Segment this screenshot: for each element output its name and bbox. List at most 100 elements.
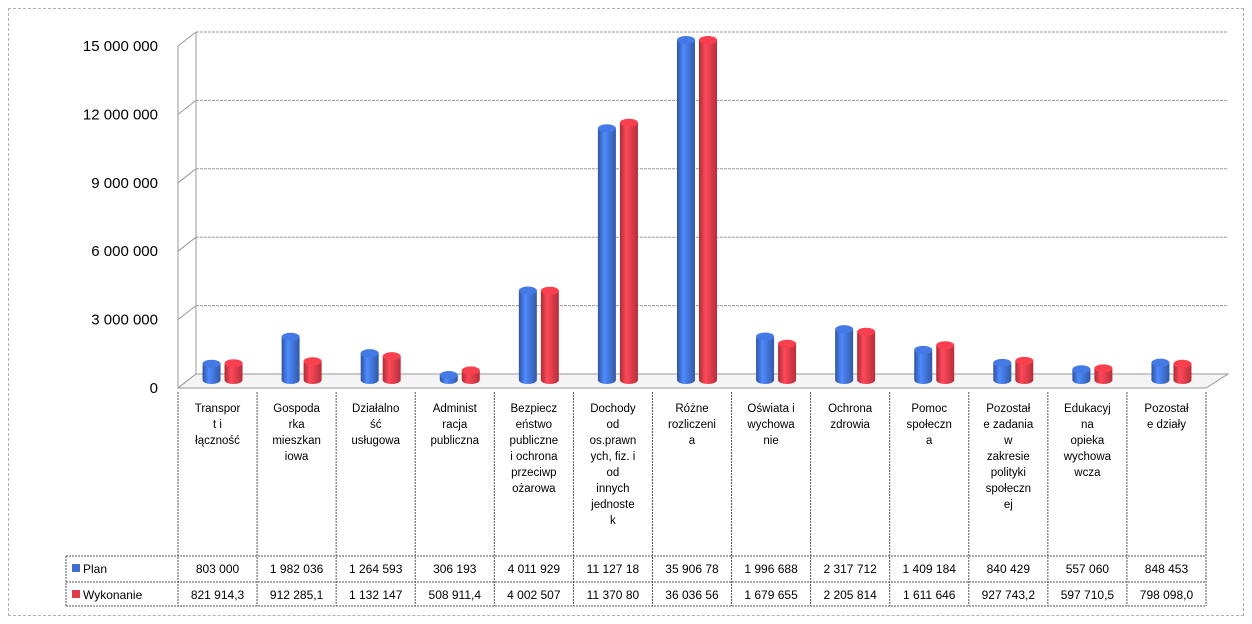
- gridline-side: [177, 236, 197, 252]
- category-label: przeciwp: [511, 467, 556, 479]
- table-value: 803 000: [196, 562, 240, 576]
- bar-wykonanie: [224, 359, 243, 384]
- table-value: 1 132 147: [349, 588, 403, 602]
- table-value: 1 996 688: [744, 562, 798, 576]
- category-label: Transpor: [195, 403, 241, 415]
- category-label: Pozostał: [1144, 403, 1189, 415]
- category-label: publiczne: [510, 435, 559, 447]
- table-value: 840 429: [987, 562, 1031, 576]
- bar-plan: [677, 36, 695, 384]
- table-value: 35 906 78: [665, 562, 719, 576]
- bar-wykonanie: [936, 341, 955, 384]
- table-value: 1 679 655: [744, 588, 798, 602]
- bar-plan: [1072, 365, 1091, 384]
- category-label: łączność: [195, 435, 240, 447]
- gridline-side: [177, 305, 197, 320]
- table-value: 2 205 814: [823, 588, 877, 602]
- table-value: 1 409 184: [903, 562, 957, 576]
- category-label: t i: [213, 419, 222, 431]
- category-label: Oświata i: [747, 403, 794, 415]
- bar-plan: [518, 286, 537, 384]
- category-label: i ochrona: [510, 451, 558, 463]
- table-value: 1 611 646: [903, 588, 956, 602]
- category-label: Gospoda: [273, 403, 320, 415]
- table-value: 848 453: [1145, 562, 1189, 576]
- table-value: 306 193: [433, 562, 477, 576]
- bar-wykonanie: [1015, 356, 1034, 384]
- category-label: społeczn: [907, 419, 952, 431]
- category-label: opieka: [1070, 435, 1104, 447]
- gridline-side: [177, 31, 197, 47]
- bar-wykonanie: [778, 339, 797, 384]
- y-tick-label: 9 000 000: [91, 175, 158, 192]
- y-axis: 0 3 000 000 6 000 000 9 000 000 12 000 000 15…: [83, 38, 158, 397]
- category-label: e działy: [1147, 419, 1186, 431]
- category-label: Bezpiecz: [511, 403, 558, 415]
- table-value: 508 911,4: [429, 588, 482, 602]
- table-value: 4 002 507: [507, 588, 561, 602]
- category-label: społeczn: [986, 483, 1031, 495]
- table-value: 11 370 80: [587, 588, 640, 602]
- category-label: wychowa: [746, 419, 795, 431]
- y-tick-label: 0: [150, 380, 158, 397]
- category-label: eństwo: [516, 419, 552, 431]
- category-label: ej: [1004, 499, 1013, 511]
- bar-wykonanie: [857, 327, 876, 384]
- category-label: ożarowa: [512, 483, 556, 495]
- category-label: rozliczeni: [668, 419, 716, 431]
- category-label: od: [607, 467, 620, 479]
- gridlines: [177, 31, 1228, 389]
- category-label: Działalno: [352, 403, 399, 415]
- category-label: ść: [370, 419, 382, 431]
- table-value: 927 743,2: [982, 588, 1036, 602]
- bar-plan: [439, 371, 458, 384]
- bar-wykonanie: [699, 36, 717, 384]
- category-label: racja: [442, 419, 468, 431]
- table-value: 821 914,3: [191, 588, 245, 602]
- category-label: rka: [289, 419, 306, 431]
- category-label: iowa: [285, 451, 309, 463]
- table-value: 557 060: [1066, 562, 1110, 576]
- bar-plan: [597, 124, 616, 384]
- category-label: mieszkan: [272, 435, 321, 447]
- legend-key-plan: [72, 564, 80, 572]
- bar-wykonanie: [619, 118, 638, 384]
- bar-wykonanie: [382, 352, 401, 384]
- table-value: 1 982 036: [270, 562, 324, 576]
- bar-plan: [281, 332, 300, 384]
- legend-label-wykonanie: Wykonanie: [83, 588, 143, 602]
- bars: [202, 36, 1192, 384]
- category-label: od: [607, 419, 620, 431]
- bar-plan: [835, 325, 854, 384]
- gridline-side: [177, 100, 197, 115]
- category-label: wcza: [1073, 467, 1101, 479]
- category-label: Dochody: [590, 403, 636, 415]
- bar-plan: [756, 332, 775, 384]
- category-label: k: [610, 515, 616, 527]
- table-value: 1 264 593: [349, 562, 403, 576]
- gridline-side: [177, 168, 197, 184]
- category-label: a: [689, 435, 696, 447]
- table-value: 11 127 18: [587, 562, 640, 576]
- category-label: zakresie: [987, 451, 1030, 463]
- table-value: 2 317 712: [823, 562, 877, 576]
- legend-label-plan: Plan: [83, 562, 107, 576]
- category-label: Ochrona: [828, 403, 873, 415]
- y-tick-label: 12 000 000: [83, 106, 158, 123]
- category-label: Edukacyj: [1064, 403, 1111, 415]
- bar-wykonanie: [540, 286, 559, 384]
- y-tick-label: 3 000 000: [91, 312, 158, 329]
- category-label: Administ: [433, 403, 478, 415]
- category-label: usługowa: [351, 435, 400, 447]
- bar-plan: [202, 359, 221, 384]
- bar-plan: [993, 358, 1012, 384]
- category-label: jednoste: [590, 499, 634, 511]
- table-value: 4 011 929: [508, 562, 561, 576]
- category-label: os.prawn: [590, 435, 637, 447]
- category-label: w: [1003, 435, 1013, 447]
- data-table: Transpor t i łączność Gospoda rka mieszkan iow…: [65, 392, 1207, 607]
- category-label: nie: [763, 435, 778, 447]
- category-label: wychowa: [1063, 451, 1112, 463]
